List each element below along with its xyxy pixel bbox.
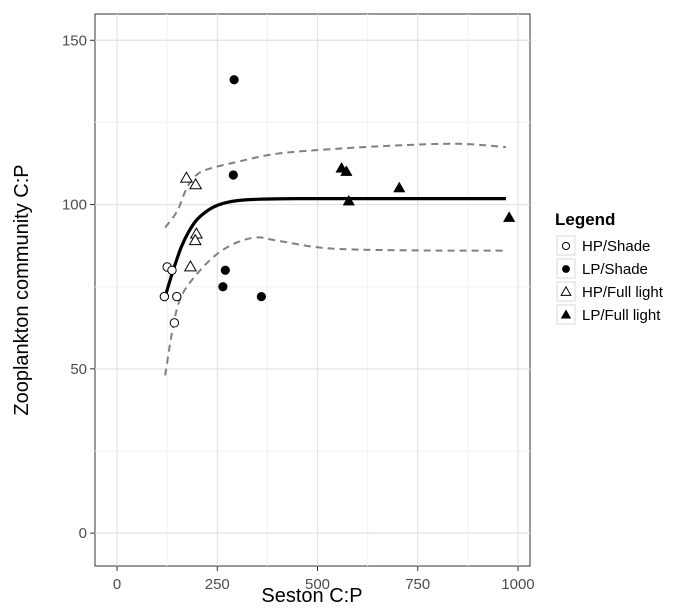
confidence-band [164,142,507,376]
x-tick-label: 750 [405,576,430,593]
data-point [393,181,406,193]
x-tick-label: 500 [305,576,330,593]
fit-line-group [163,197,506,298]
data-point [503,211,516,222]
legend-marker [560,285,572,296]
legend: Legend HP/Shade LP/Shade HP/Full light LP/F… [555,210,664,325]
data-point [229,75,239,85]
data-point [188,233,202,246]
data-point [218,282,228,292]
y-tick-label: 150 [62,32,87,49]
legend-title: Legend [555,210,615,229]
y-tick-label: 100 [62,197,87,214]
x-axis-label: Seston C:P [261,585,362,607]
confidence-lower-line [164,236,506,376]
data-point [159,291,170,302]
axes: 0 250 500 750 1000 0 50 100 150 [62,32,535,593]
data-point [183,259,197,272]
legend-label: HP/Shade [582,238,650,255]
x-tick-label: 1000 [501,576,534,593]
fit-line [163,197,506,298]
data-point [179,171,193,183]
data-point [342,194,355,206]
legend-label: LP/Shade [582,261,648,278]
legend-marker [561,241,571,251]
legend-label: LP/Full light [582,307,661,324]
data-points [159,75,516,328]
data-point [172,291,182,302]
legend-marker [562,265,570,273]
data-point [169,318,180,328]
x-tick-label: 250 [205,576,230,593]
legend-marker [560,309,572,319]
data-point [167,265,177,275]
y-tick-label: 50 [70,361,87,378]
legend-label: HP/Full light [582,284,664,301]
x-tick-label: 0 [113,576,121,593]
data-point [340,165,353,176]
y-tick-label: 0 [79,525,87,542]
data-point [220,265,230,275]
y-axis-label: Zooplankton community C:P [11,164,33,415]
plot-panel [94,13,531,567]
data-point [256,291,266,302]
data-point [189,177,203,190]
data-point [228,170,238,180]
